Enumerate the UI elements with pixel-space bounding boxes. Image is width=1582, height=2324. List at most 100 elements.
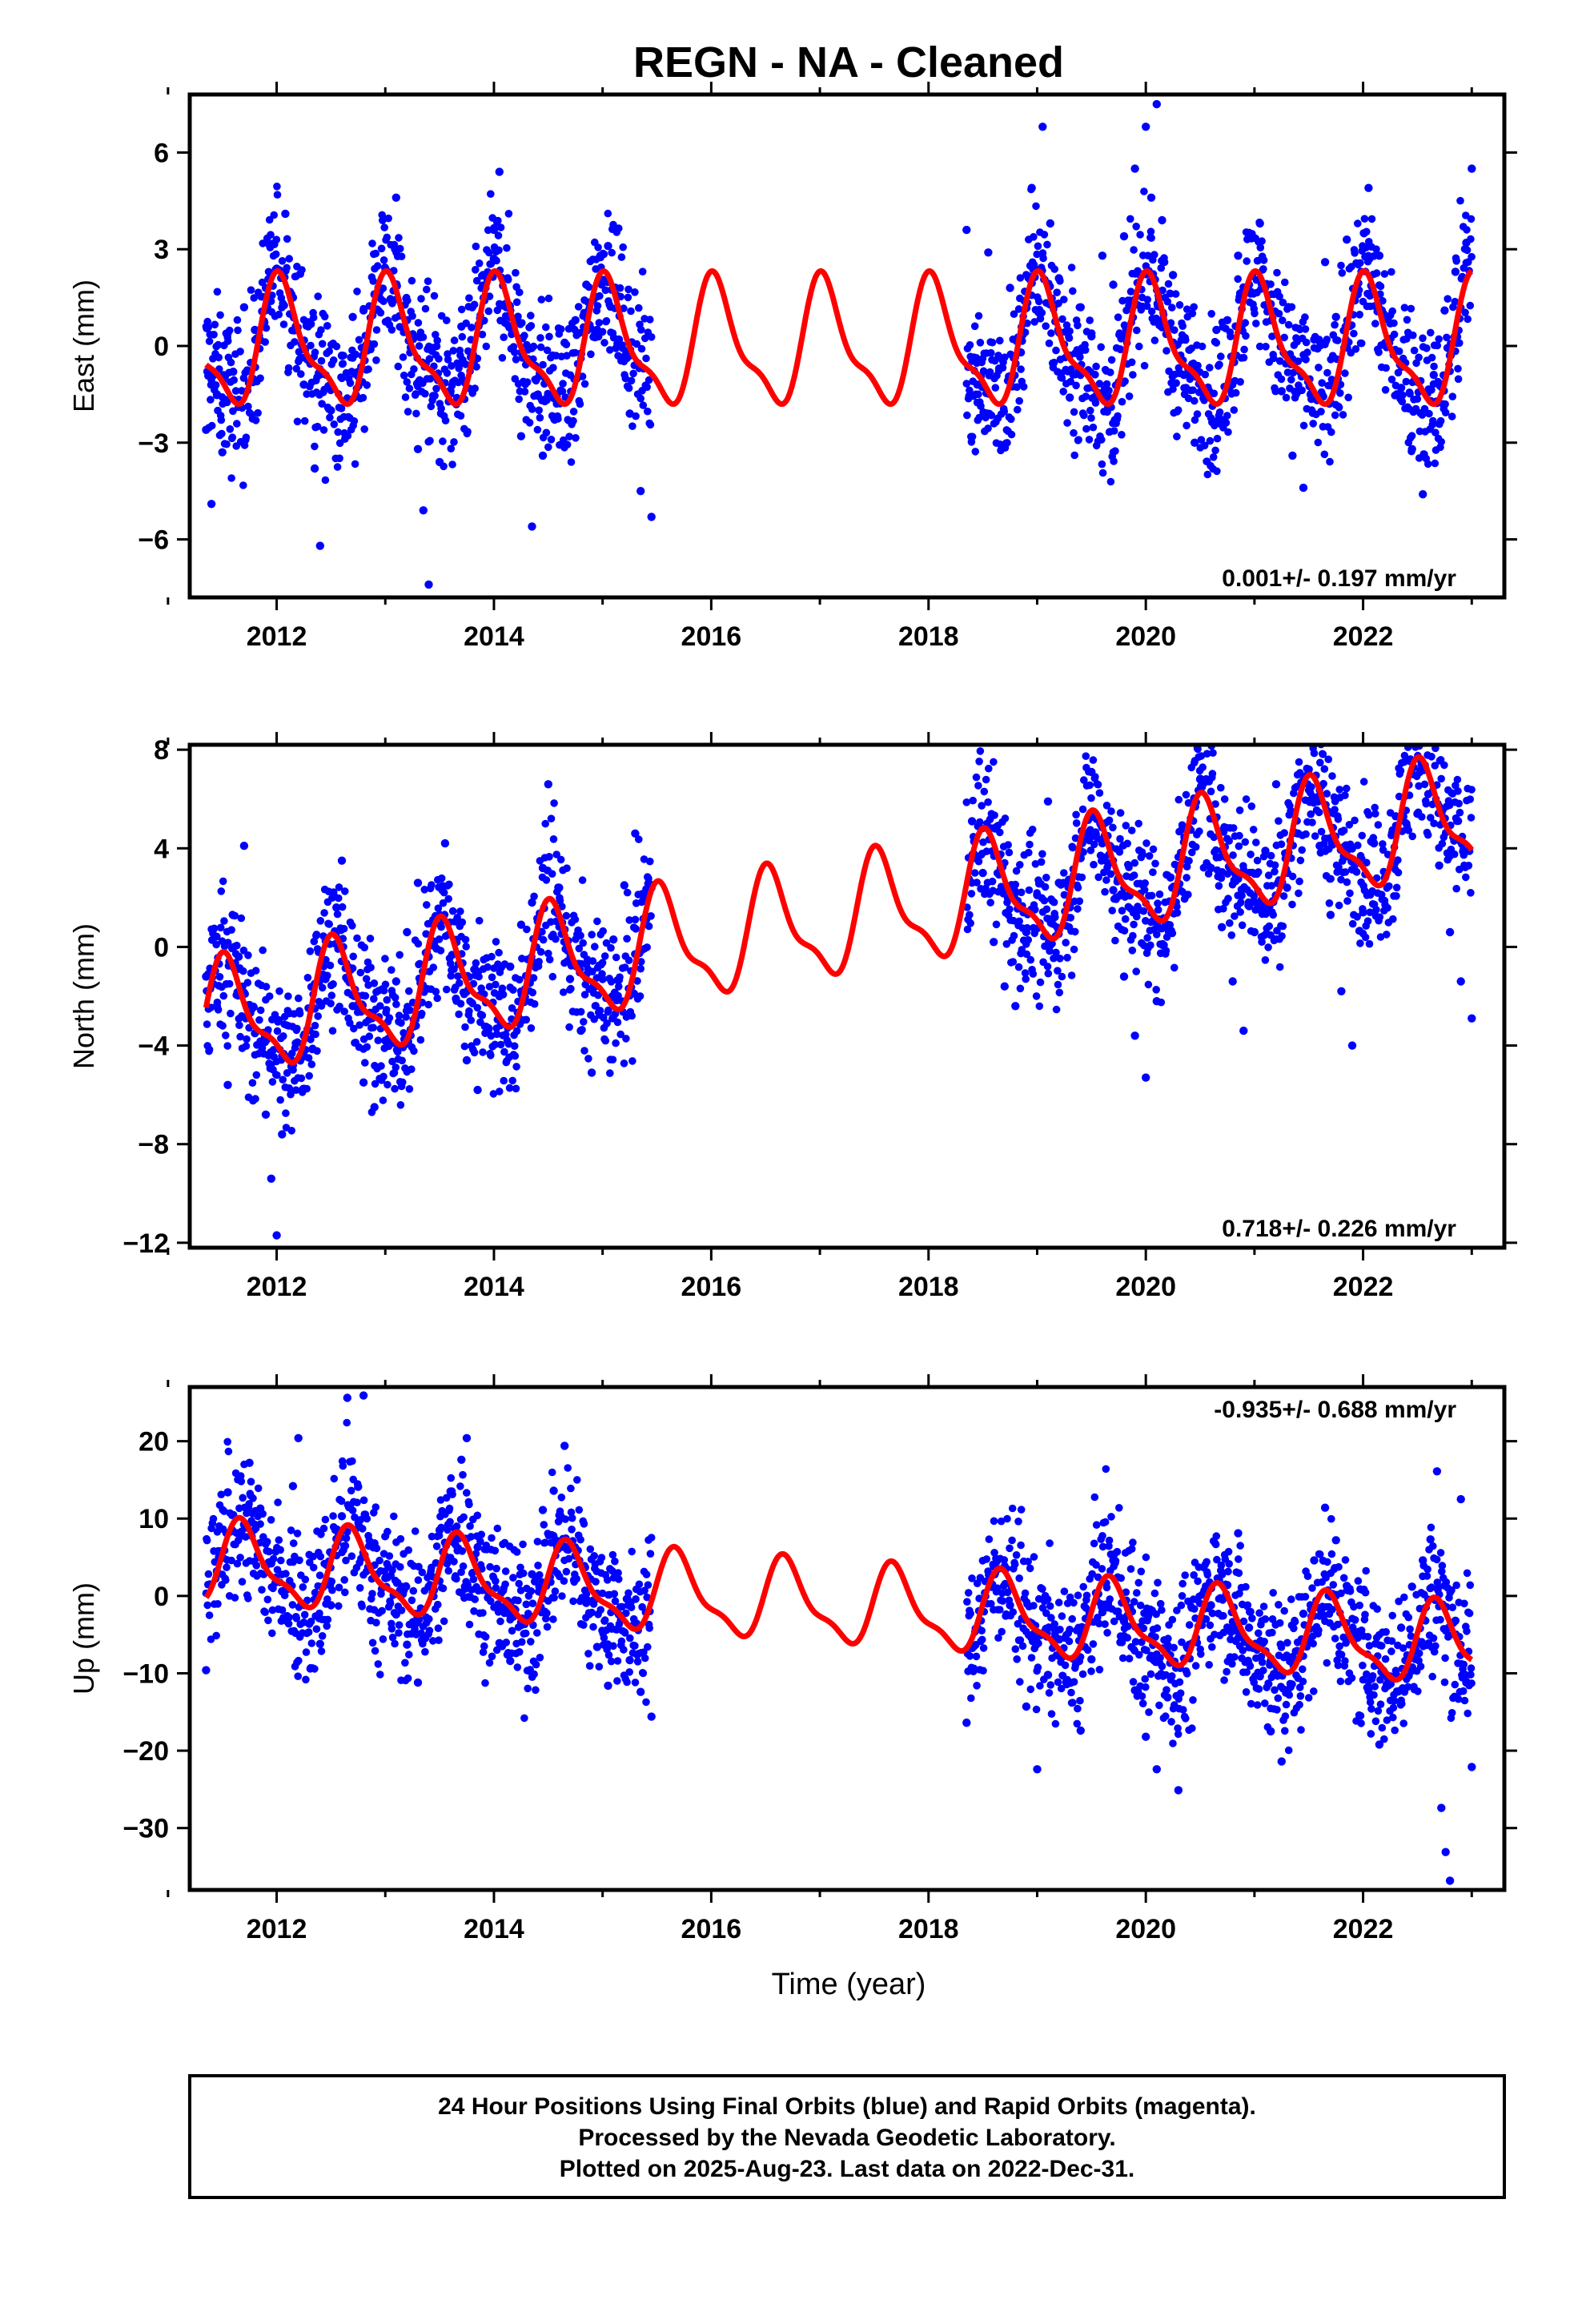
data-point — [588, 957, 597, 965]
data-point — [443, 1559, 452, 1568]
data-point — [587, 1068, 596, 1077]
data-point — [391, 994, 400, 1002]
data-point — [1331, 806, 1339, 814]
data-point — [1052, 346, 1060, 355]
data-point — [414, 1576, 423, 1584]
data-point — [1200, 441, 1209, 450]
data-point — [429, 963, 438, 971]
data-point — [1224, 428, 1232, 436]
data-point — [535, 406, 543, 415]
data-point — [568, 1526, 576, 1534]
data-point — [1046, 1602, 1054, 1610]
data-point — [243, 1509, 251, 1518]
data-point — [396, 1534, 405, 1543]
data-point — [311, 1665, 319, 1673]
data-point — [403, 378, 412, 386]
data-point — [1194, 361, 1202, 370]
y-axis-label: East (mm) — [67, 279, 100, 412]
data-point — [1082, 424, 1090, 433]
data-point — [1010, 1560, 1019, 1569]
data-point — [576, 1535, 584, 1544]
data-point — [1464, 315, 1472, 324]
data-point — [219, 991, 228, 1000]
data-point — [1288, 451, 1297, 460]
data-point — [1027, 1654, 1036, 1662]
data-point — [1261, 846, 1270, 855]
data-point — [1063, 1599, 1072, 1607]
data-point — [405, 384, 414, 392]
data-point — [580, 1018, 588, 1026]
data-point — [492, 1030, 501, 1039]
data-point — [424, 1000, 432, 1009]
data-point — [1021, 969, 1030, 977]
data-point — [320, 909, 328, 917]
y-axis-label: North (mm) — [67, 923, 100, 1069]
data-point — [379, 1096, 387, 1104]
data-point — [548, 1468, 556, 1477]
data-point — [506, 962, 515, 971]
data-point — [1190, 303, 1198, 312]
data-point — [549, 412, 558, 421]
data-point — [971, 448, 980, 456]
data-point — [405, 987, 413, 995]
data-point — [1434, 726, 1442, 734]
data-point — [1427, 386, 1435, 394]
data-point — [1354, 841, 1362, 850]
data-point — [1155, 890, 1164, 899]
data-point — [244, 402, 252, 411]
data-point — [966, 386, 974, 395]
data-point — [1168, 271, 1178, 279]
data-point — [1255, 868, 1263, 876]
data-point — [569, 416, 577, 425]
plot-frame — [187, 92, 1507, 600]
data-point — [1339, 826, 1348, 834]
data-point — [1331, 320, 1339, 329]
data-point — [1394, 856, 1402, 864]
data-point — [1021, 1589, 1030, 1598]
data-point — [321, 476, 330, 485]
data-point — [625, 916, 633, 924]
data-point — [1027, 183, 1036, 192]
data-point — [401, 393, 410, 401]
data-point — [384, 214, 392, 223]
data-point — [500, 333, 508, 342]
data-point — [217, 416, 226, 424]
data-point — [563, 864, 571, 872]
data-point — [1107, 356, 1116, 364]
data-point — [623, 1678, 631, 1687]
data-point — [486, 1562, 494, 1571]
data-point — [610, 1590, 619, 1598]
data-point — [1356, 939, 1364, 947]
data-point — [447, 444, 456, 452]
data-point — [1337, 987, 1346, 996]
data-point — [311, 442, 319, 451]
data-point — [1193, 410, 1202, 418]
data-point — [422, 930, 430, 938]
data-point — [1052, 948, 1060, 957]
data-point — [1363, 858, 1371, 866]
data-point — [335, 894, 343, 903]
data-point — [383, 1080, 391, 1089]
data-point — [382, 1006, 391, 1014]
data-point — [460, 1042, 469, 1051]
data-point — [502, 1638, 511, 1647]
data-point — [392, 1000, 400, 1008]
data-point — [612, 953, 620, 962]
data-point — [1145, 852, 1154, 860]
data-point — [374, 1660, 383, 1668]
data-point — [617, 253, 626, 261]
data-point — [385, 1552, 394, 1560]
data-point — [350, 1024, 358, 1033]
data-point — [536, 334, 544, 342]
data-point — [435, 1636, 443, 1644]
data-point — [219, 1022, 227, 1030]
data-point — [341, 1588, 349, 1597]
data-point — [1443, 333, 1451, 342]
data-point — [622, 1035, 630, 1043]
data-point — [524, 1684, 532, 1693]
data-point — [970, 869, 979, 877]
data-point — [1209, 749, 1217, 757]
data-point — [1015, 1574, 1023, 1582]
data-point — [992, 920, 1001, 929]
